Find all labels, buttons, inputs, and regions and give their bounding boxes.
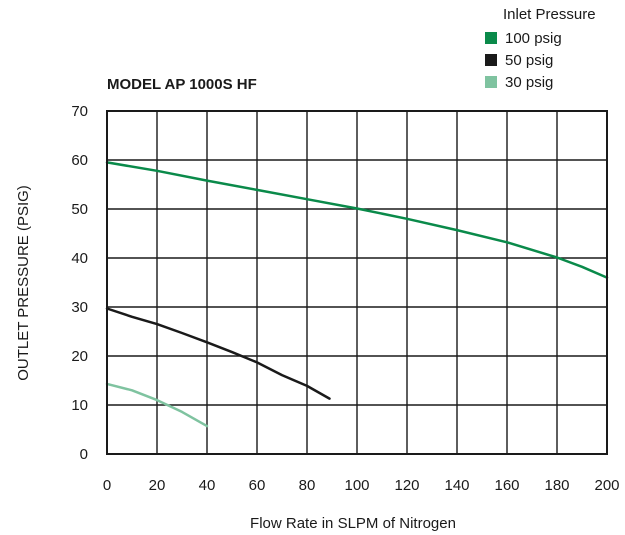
x-tick-label: 60	[249, 477, 266, 494]
y-axis-label: OUTLET PRESSURE (PSIG)	[15, 185, 32, 381]
legend-label: 100 psig	[505, 30, 562, 47]
x-tick-label: 40	[199, 477, 216, 494]
y-tick-label: 60	[71, 152, 88, 169]
legend-title: Inlet Pressure	[503, 6, 596, 23]
x-tick-label: 180	[544, 477, 569, 494]
x-tick-label: 160	[494, 477, 519, 494]
series-line-50-psig	[105, 307, 331, 400]
y-tick-label: 30	[71, 299, 88, 316]
x-tick-label: 0	[103, 477, 111, 494]
legend-label: 30 psig	[505, 74, 553, 91]
legend-swatch	[485, 76, 497, 88]
legend: Inlet Pressure 100 psig 50 psig 30 psig	[485, 6, 596, 91]
y-tick-label: 40	[71, 250, 88, 267]
series-line-100-psig	[105, 161, 609, 279]
y-tick-label: 20	[71, 348, 88, 365]
y-tick-label: 70	[71, 103, 88, 120]
y-tick-label: 10	[71, 397, 88, 414]
x-axis-ticks: 0 20 40 60 80 100 120 140 160 180 200	[103, 477, 620, 494]
y-tick-label: 0	[80, 446, 88, 463]
series-line-30-psig	[105, 382, 209, 428]
series-group	[105, 161, 609, 428]
legend-label: 50 psig	[505, 52, 553, 69]
x-tick-label: 140	[444, 477, 469, 494]
x-tick-label: 80	[299, 477, 316, 494]
y-tick-label: 50	[71, 201, 88, 218]
x-tick-label: 120	[394, 477, 419, 494]
chart-title: MODEL AP 1000S HF	[107, 76, 257, 93]
x-tick-label: 20	[149, 477, 166, 494]
x-axis-label: Flow Rate in SLPM of Nitrogen	[250, 515, 456, 532]
x-tick-label: 100	[344, 477, 369, 494]
legend-swatch	[485, 32, 497, 44]
y-axis-ticks: 0 10 20 30 40 50 60 70	[71, 103, 88, 463]
x-tick-label: 200	[594, 477, 619, 494]
grid	[106, 110, 608, 455]
plot-frame	[106, 110, 608, 455]
legend-swatch	[485, 54, 497, 66]
